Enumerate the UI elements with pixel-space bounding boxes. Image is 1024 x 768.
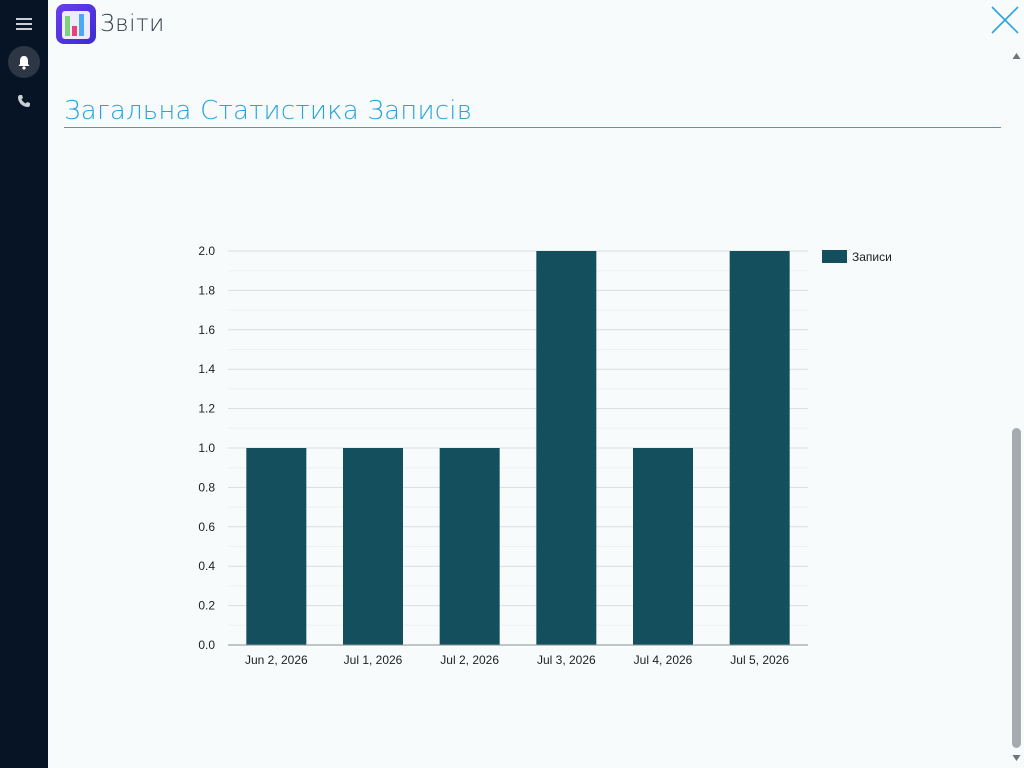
hamburger-menu-icon[interactable]	[8, 8, 40, 40]
bar	[536, 251, 597, 645]
y-tick-label: 0.8	[198, 480, 215, 494]
scroll-up-arrow-icon[interactable]	[1012, 52, 1021, 60]
app-header: Звіти	[56, 4, 165, 44]
y-tick-label: 1.4	[198, 362, 215, 376]
close-icon[interactable]	[988, 3, 1022, 37]
y-tick-label: 1.2	[198, 402, 215, 416]
y-tick-label: 0.6	[198, 520, 215, 534]
bar	[246, 448, 307, 645]
scroll-thumb[interactable]	[1012, 428, 1021, 748]
x-tick-label: Jul 1, 2026	[344, 653, 403, 667]
scroll-down-arrow-icon[interactable]	[1012, 754, 1021, 762]
sidebar	[0, 0, 48, 768]
x-tick-label: Jul 5, 2026	[730, 653, 789, 667]
app-title: Звіти	[100, 11, 165, 37]
legend-label: Записи	[852, 250, 892, 264]
bar-chart-app-icon	[56, 4, 96, 44]
bar	[633, 448, 693, 645]
legend-swatch	[822, 250, 847, 263]
x-tick-label: Jul 4, 2026	[634, 653, 693, 667]
bell-icon[interactable]	[8, 46, 40, 78]
y-tick-label: 1.6	[198, 323, 215, 337]
bar	[439, 448, 500, 645]
x-tick-label: Jun 2, 2026	[245, 653, 308, 667]
y-tick-label: 2.0	[198, 244, 215, 258]
y-tick-label: 1.0	[198, 441, 215, 455]
x-tick-label: Jul 3, 2026	[537, 653, 596, 667]
scrollbar[interactable]	[1008, 48, 1024, 768]
y-tick-label: 0.0	[198, 638, 215, 652]
phone-icon[interactable]	[8, 85, 40, 117]
page-title: Загальна Статистика Записів	[64, 94, 1001, 128]
bar	[343, 448, 403, 645]
bar	[729, 251, 790, 645]
x-tick-label: Jul 2, 2026	[440, 653, 499, 667]
y-tick-label: 0.2	[198, 599, 215, 613]
y-tick-label: 1.8	[198, 283, 215, 297]
y-tick-label: 0.4	[198, 559, 215, 573]
